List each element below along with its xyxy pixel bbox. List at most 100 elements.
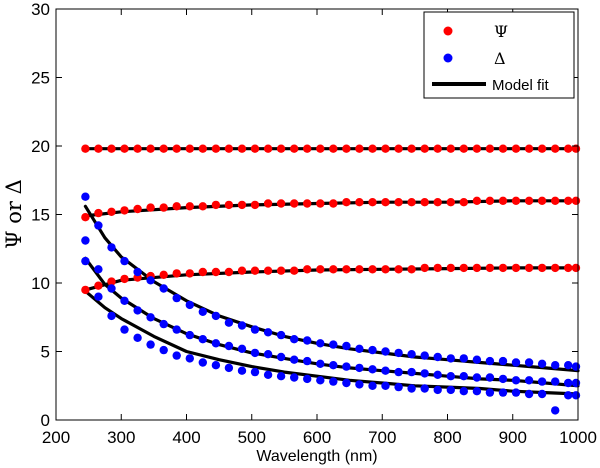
delta-point	[433, 352, 442, 362]
psi-point	[420, 198, 429, 207]
psi-point	[381, 198, 390, 207]
delta-point	[459, 354, 468, 363]
psi-point	[459, 144, 468, 153]
psi-point	[472, 144, 482, 153]
legend-delta-marker	[443, 53, 453, 63]
y-tick-label: 15	[31, 206, 50, 225]
delta-point	[250, 367, 260, 377]
delta-point	[263, 350, 273, 359]
delta-point	[329, 377, 338, 386]
legend-delta-label: Δ	[494, 49, 506, 68]
delta-point	[276, 330, 286, 340]
psi-point	[485, 263, 495, 273]
delta-point	[420, 351, 429, 360]
psi-point	[329, 144, 338, 153]
psi-point	[185, 144, 194, 153]
delta-point	[237, 366, 247, 375]
delta-point	[120, 256, 129, 266]
x-tick-label: 800	[433, 428, 461, 447]
delta-point	[263, 370, 273, 379]
psi-point	[172, 144, 181, 153]
psi-point	[94, 144, 103, 153]
delta-point	[276, 352, 286, 362]
psi-point	[120, 274, 129, 284]
delta-point	[198, 358, 207, 367]
x-tick-labels: 200 300 400 500 600 700 800 900 1000	[42, 428, 597, 447]
psi-point	[498, 144, 508, 153]
psi-point	[290, 199, 299, 208]
delta-point	[94, 265, 103, 274]
delta-point	[224, 341, 234, 351]
delta-point	[329, 340, 338, 349]
psi-point	[342, 198, 351, 207]
delta-point	[211, 311, 221, 321]
psi-point	[198, 144, 207, 153]
psi-point	[368, 144, 377, 153]
y-tick-label: 5	[41, 343, 50, 362]
psi-point	[433, 198, 442, 207]
x-axis-title: Wavelength (nm)	[256, 448, 377, 465]
delta-point	[551, 377, 560, 386]
y-tick-label: 10	[31, 274, 50, 293]
delta-point	[368, 365, 377, 374]
psi-point	[571, 263, 581, 273]
delta-point	[498, 356, 508, 366]
psi-point	[81, 285, 90, 295]
data-markers	[81, 144, 581, 415]
psi-point	[511, 196, 521, 205]
psi-point	[524, 196, 534, 205]
psi-point	[303, 199, 312, 208]
delta-point	[564, 378, 573, 388]
psi-point	[94, 208, 103, 218]
psi-point	[537, 263, 547, 273]
delta-point	[172, 325, 181, 334]
delta-point	[511, 376, 521, 385]
x-tick-label: 600	[303, 428, 331, 447]
delta-point	[290, 335, 299, 344]
delta-point	[537, 359, 547, 368]
delta-point	[571, 378, 581, 388]
delta-point	[564, 361, 573, 370]
psi-point	[368, 265, 377, 274]
delta-point	[446, 372, 455, 381]
delta-point	[394, 367, 403, 377]
psi-point	[237, 144, 247, 153]
psi-point	[107, 207, 116, 216]
delta-point	[81, 192, 90, 201]
psi-point	[342, 144, 351, 153]
delta-point	[316, 339, 325, 348]
psi-point	[159, 203, 168, 212]
psi-point	[263, 199, 273, 208]
psi-point	[329, 265, 338, 274]
psi-point	[551, 263, 560, 273]
delta-point	[329, 361, 338, 370]
psi-point	[276, 199, 286, 208]
psi-point	[263, 266, 273, 275]
psi-point	[107, 144, 116, 153]
delta-point	[146, 313, 155, 322]
delta-point	[459, 387, 468, 396]
delta-point	[524, 376, 534, 385]
psi-point	[146, 144, 155, 153]
psi-point	[172, 269, 181, 278]
delta-point	[303, 356, 312, 366]
psi-point	[551, 196, 560, 205]
delta-point	[211, 361, 221, 370]
delta-point	[94, 221, 103, 230]
delta-point	[537, 377, 547, 386]
psi-point	[446, 263, 455, 273]
psi-point	[420, 144, 429, 153]
psi-point	[511, 263, 521, 273]
delta-point	[211, 339, 221, 348]
delta-point	[185, 354, 194, 363]
delta-point	[224, 318, 234, 327]
psi-point	[446, 144, 455, 153]
delta-point	[81, 256, 90, 266]
x-tick-label: 700	[368, 428, 396, 447]
delta-point	[172, 351, 181, 360]
y-tick-label: 30	[31, 0, 50, 19]
x-tick-label: 900	[499, 428, 527, 447]
delta-point	[472, 387, 482, 396]
psi-point	[564, 196, 573, 205]
